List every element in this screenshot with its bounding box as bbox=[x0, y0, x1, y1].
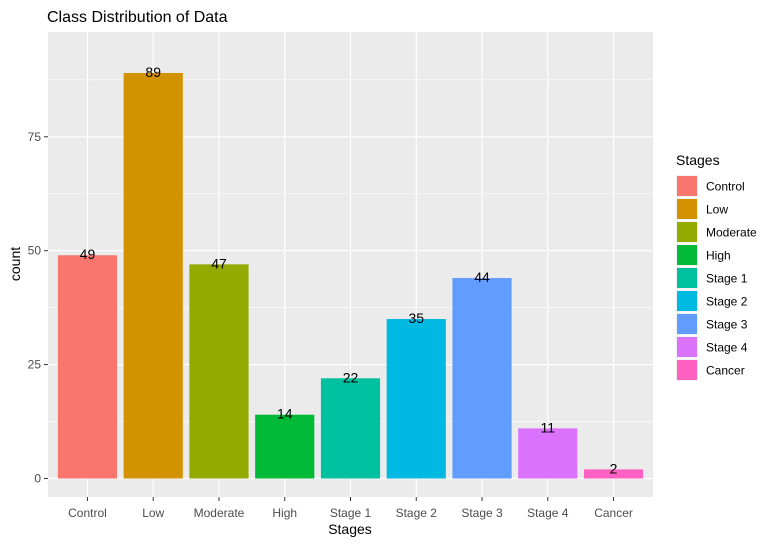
x-tick-label: Stage 3 bbox=[461, 506, 503, 520]
y-axis-title: count bbox=[7, 247, 23, 281]
bar-control bbox=[57, 255, 118, 479]
x-tick-label: High bbox=[272, 506, 297, 520]
legend-label-stage-3: Stage 3 bbox=[706, 318, 748, 332]
legend-swatch-stage-3 bbox=[677, 314, 697, 334]
legend-label-high: High bbox=[706, 249, 731, 263]
data-label-stage-4: 11 bbox=[541, 419, 556, 435]
legend-swatch-cancer bbox=[677, 360, 697, 380]
bars bbox=[57, 73, 644, 479]
data-label-control: 49 bbox=[80, 246, 96, 262]
x-tick-label: Stage 2 bbox=[396, 506, 438, 520]
data-label-cancer: 2 bbox=[610, 460, 618, 476]
data-label-low: 89 bbox=[145, 64, 161, 80]
legend-title: Stages bbox=[676, 152, 720, 168]
x-axis: Control Low Moderate High Stage 1 Stage 2 Stag… bbox=[68, 497, 633, 520]
legend-swatch-stage-4 bbox=[677, 337, 697, 357]
data-label-high: 14 bbox=[277, 406, 293, 422]
legend-label-stage-4: Stage 4 bbox=[706, 341, 748, 355]
data-label-stage-2: 35 bbox=[408, 310, 424, 326]
legend-swatch-high bbox=[677, 245, 697, 265]
data-label-stage-1: 22 bbox=[343, 369, 359, 385]
chart-title: Class Distribution of Data bbox=[47, 9, 228, 26]
x-tick-label: Stage 1 bbox=[330, 506, 372, 520]
y-tick-label: 25 bbox=[28, 358, 42, 372]
legend-swatch-control bbox=[677, 176, 697, 196]
data-label-stage-3: 44 bbox=[474, 269, 490, 285]
legend-label-low: Low bbox=[706, 203, 728, 217]
x-tick-label: Low bbox=[142, 506, 164, 520]
legend-swatch-moderate bbox=[677, 222, 697, 242]
legend-swatch-low bbox=[677, 199, 697, 219]
legend-swatch-stage-2 bbox=[677, 291, 697, 311]
data-label-moderate: 47 bbox=[211, 255, 227, 271]
data-labels: 49 89 47 14 22 35 44 11 2 bbox=[80, 64, 618, 476]
legend-label-cancer: Cancer bbox=[706, 364, 745, 378]
y-tick-label: 0 bbox=[34, 472, 41, 486]
x-tick-label: Stage 4 bbox=[527, 506, 569, 520]
y-axis: 0 25 50 75 bbox=[28, 130, 48, 486]
legend-label-stage-1: Stage 1 bbox=[706, 272, 748, 286]
legend-label-control: Control bbox=[706, 180, 745, 194]
y-tick-label: 50 bbox=[28, 244, 42, 258]
bar-stage-3 bbox=[452, 278, 512, 479]
legend-label-moderate: Moderate bbox=[706, 226, 757, 240]
x-axis-title: Stages bbox=[328, 521, 372, 537]
bar-moderate bbox=[189, 264, 249, 479]
legend: Stages Control Low Moderate High Stage 1 Stag… bbox=[676, 152, 757, 381]
x-tick-label: Moderate bbox=[194, 506, 245, 520]
bar-low bbox=[123, 73, 183, 479]
bar-stage-2 bbox=[386, 319, 446, 479]
bar-cancer bbox=[583, 469, 644, 479]
y-tick-label: 75 bbox=[28, 130, 42, 144]
x-tick-label: Control bbox=[68, 506, 107, 520]
bar-stage-1 bbox=[320, 378, 381, 479]
legend-label-stage-2: Stage 2 bbox=[706, 295, 748, 309]
legend-swatch-stage-1 bbox=[677, 268, 697, 288]
bar-stage-4 bbox=[518, 428, 578, 479]
x-tick-label: Cancer bbox=[594, 506, 633, 520]
bar-high bbox=[255, 414, 315, 479]
